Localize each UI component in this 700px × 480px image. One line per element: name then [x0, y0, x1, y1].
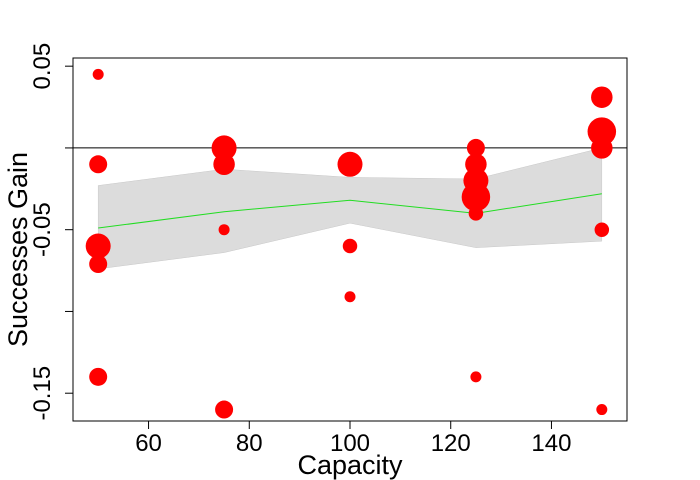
- data-point: [591, 137, 613, 159]
- data-point: [211, 135, 237, 161]
- data-point: [89, 155, 108, 174]
- y-axis-title: Successes Gain: [3, 152, 33, 347]
- x-axis: 60 80 100 120 140: [135, 421, 571, 457]
- data-point: [92, 68, 104, 80]
- data-point: [213, 153, 235, 176]
- data-point: [461, 182, 491, 212]
- x-tick-label: 120: [431, 430, 471, 457]
- x-tick-label: 140: [531, 430, 571, 457]
- y-tick-label: 0.05: [29, 43, 56, 90]
- x-tick-label: 100: [330, 430, 370, 457]
- data-point: [342, 238, 358, 254]
- data-point: [218, 224, 230, 236]
- data-point: [85, 233, 111, 259]
- y-tick-label: -0.05: [29, 202, 56, 257]
- trend-line: [98, 193, 602, 229]
- data-point: [344, 291, 356, 303]
- data-point: [215, 400, 234, 419]
- data-point: [594, 222, 610, 237]
- x-tick-label: 80: [236, 430, 263, 457]
- data-point: [89, 255, 108, 274]
- data-point: [466, 138, 485, 157]
- points-layer: [85, 68, 617, 419]
- data-point: [470, 371, 482, 383]
- x-axis-title: Capacity: [297, 450, 403, 480]
- confidence-band-layer: [97, 147, 603, 270]
- data-point: [591, 86, 613, 108]
- data-point: [89, 367, 108, 386]
- data-point: [337, 151, 363, 177]
- data-point: [468, 206, 484, 221]
- confidence-band: [97, 147, 603, 270]
- y-axis: 0.05 -0.05 -0.15: [29, 43, 73, 421]
- trend-line-layer: [98, 193, 602, 229]
- x-tick-label: 60: [135, 430, 162, 457]
- data-point: [596, 404, 608, 416]
- data-point: [587, 117, 617, 146]
- y-tick-label: -0.15: [29, 366, 56, 421]
